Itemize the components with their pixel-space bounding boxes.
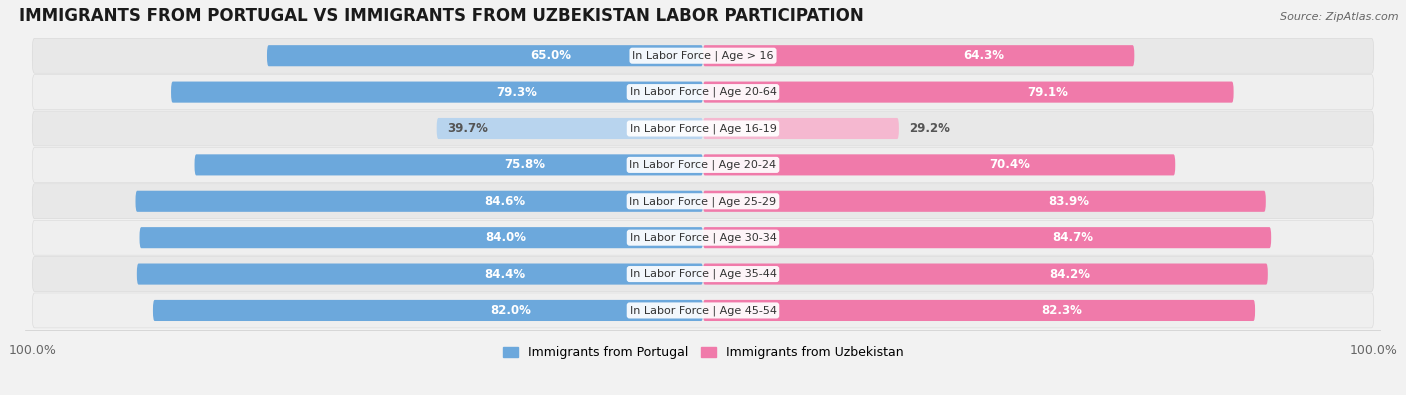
FancyBboxPatch shape xyxy=(32,111,1374,146)
Text: 84.7%: 84.7% xyxy=(1052,231,1092,244)
Text: 39.7%: 39.7% xyxy=(447,122,488,135)
Text: 64.3%: 64.3% xyxy=(963,49,1004,62)
Text: 79.3%: 79.3% xyxy=(496,86,537,99)
FancyBboxPatch shape xyxy=(194,154,703,175)
Text: In Labor Force | Age 20-64: In Labor Force | Age 20-64 xyxy=(630,87,776,97)
FancyBboxPatch shape xyxy=(32,293,1374,328)
Text: In Labor Force | Age 20-24: In Labor Force | Age 20-24 xyxy=(630,160,776,170)
FancyBboxPatch shape xyxy=(139,227,703,248)
Text: 84.2%: 84.2% xyxy=(1050,267,1091,280)
FancyBboxPatch shape xyxy=(703,118,898,139)
Text: 84.0%: 84.0% xyxy=(485,231,526,244)
FancyBboxPatch shape xyxy=(703,191,1265,212)
FancyBboxPatch shape xyxy=(172,81,703,103)
Text: IMMIGRANTS FROM PORTUGAL VS IMMIGRANTS FROM UZBEKISTAN LABOR PARTICIPATION: IMMIGRANTS FROM PORTUGAL VS IMMIGRANTS F… xyxy=(18,7,863,25)
FancyBboxPatch shape xyxy=(703,45,1135,66)
Text: In Labor Force | Age 35-44: In Labor Force | Age 35-44 xyxy=(630,269,776,279)
Text: 83.9%: 83.9% xyxy=(1049,195,1090,208)
Text: 75.8%: 75.8% xyxy=(505,158,546,171)
Text: In Labor Force | Age 16-19: In Labor Force | Age 16-19 xyxy=(630,123,776,134)
FancyBboxPatch shape xyxy=(153,300,703,321)
Text: Source: ZipAtlas.com: Source: ZipAtlas.com xyxy=(1281,12,1399,22)
Text: In Labor Force | Age 25-29: In Labor Force | Age 25-29 xyxy=(630,196,776,207)
Legend: Immigrants from Portugal, Immigrants from Uzbekistan: Immigrants from Portugal, Immigrants fro… xyxy=(498,341,908,364)
FancyBboxPatch shape xyxy=(32,184,1374,219)
FancyBboxPatch shape xyxy=(32,220,1374,255)
Text: 65.0%: 65.0% xyxy=(530,49,571,62)
FancyBboxPatch shape xyxy=(267,45,703,66)
Text: 79.1%: 79.1% xyxy=(1028,86,1069,99)
Text: 82.3%: 82.3% xyxy=(1042,304,1083,317)
Text: 82.0%: 82.0% xyxy=(491,304,531,317)
FancyBboxPatch shape xyxy=(703,227,1271,248)
Text: 29.2%: 29.2% xyxy=(908,122,950,135)
FancyBboxPatch shape xyxy=(703,81,1233,103)
FancyBboxPatch shape xyxy=(703,154,1175,175)
Text: In Labor Force | Age 30-34: In Labor Force | Age 30-34 xyxy=(630,232,776,243)
FancyBboxPatch shape xyxy=(703,300,1256,321)
FancyBboxPatch shape xyxy=(32,38,1374,73)
Text: 84.4%: 84.4% xyxy=(484,267,526,280)
Text: 70.4%: 70.4% xyxy=(990,158,1031,171)
FancyBboxPatch shape xyxy=(32,75,1374,109)
FancyBboxPatch shape xyxy=(437,118,703,139)
Text: In Labor Force | Age 45-54: In Labor Force | Age 45-54 xyxy=(630,305,776,316)
FancyBboxPatch shape xyxy=(136,263,703,285)
FancyBboxPatch shape xyxy=(135,191,703,212)
FancyBboxPatch shape xyxy=(703,263,1268,285)
FancyBboxPatch shape xyxy=(32,147,1374,182)
FancyBboxPatch shape xyxy=(32,257,1374,292)
Text: 84.6%: 84.6% xyxy=(484,195,524,208)
Text: In Labor Force | Age > 16: In Labor Force | Age > 16 xyxy=(633,51,773,61)
